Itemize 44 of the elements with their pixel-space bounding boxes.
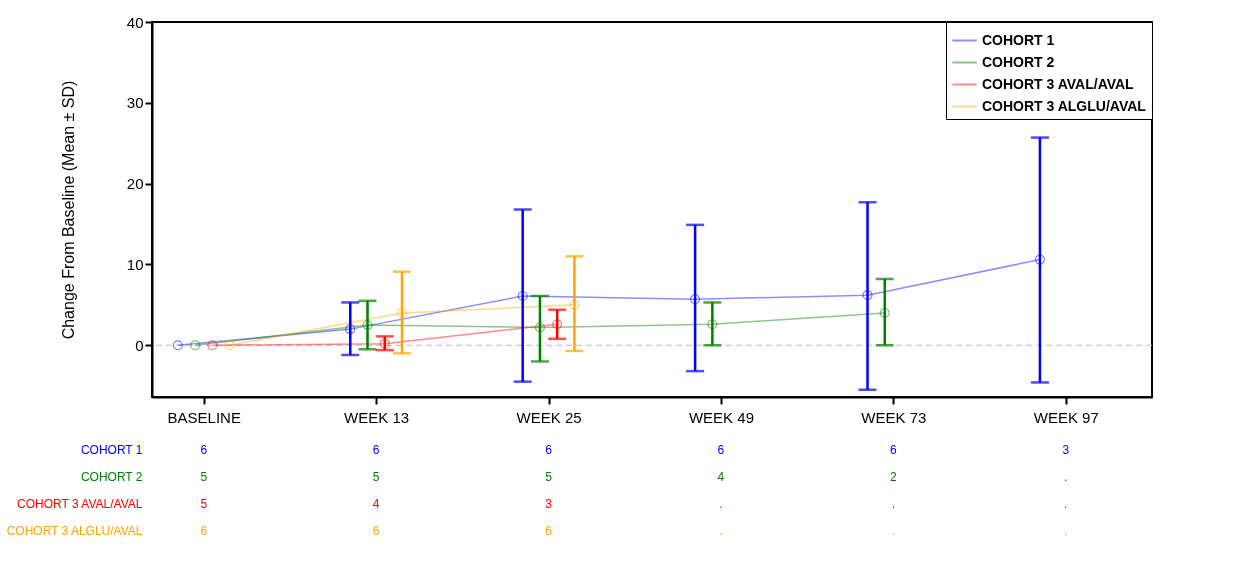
text: 6 (545, 442, 553, 457)
text: 5 (545, 469, 553, 484)
text: . (891, 496, 896, 511)
x-tick-label: WEEK 25 (516, 408, 582, 426)
text: COHORT 1 (80, 443, 143, 457)
text: 6 (717, 442, 725, 457)
text: . (719, 523, 723, 538)
text: 3 (1062, 442, 1070, 457)
text: 5 (372, 469, 380, 484)
text: 4 (372, 496, 380, 511)
text: COHORT 3 AVAL/AVAL (17, 497, 143, 511)
text: . (1064, 469, 1068, 484)
y-tick-label: 10 (126, 255, 144, 273)
text: 3 (545, 496, 553, 511)
text: 6 (200, 523, 208, 538)
text: . (1064, 523, 1068, 538)
y-tick-label: 40 (126, 13, 144, 31)
y-tick-label: 30 (126, 94, 144, 112)
text: 6 (200, 442, 208, 457)
text: 6 (890, 442, 898, 457)
text: 5 (200, 469, 208, 484)
text: 6 (545, 523, 553, 538)
text: 6 (372, 442, 380, 457)
text: 2 (890, 469, 898, 484)
x-tick-label: WEEK 13 (344, 408, 410, 426)
y-tick-label: 20 (126, 175, 144, 193)
legend-label: COHORT 3 ALGLU/AVAL (982, 97, 1147, 114)
text: 5 (200, 496, 208, 511)
y-tick-label: 0 (135, 336, 144, 354)
text: 4 (717, 469, 725, 484)
x-tick-label: WEEK 73 (861, 408, 927, 426)
y-axis-title: Change From Baseline (Mean ± SD) (59, 80, 77, 340)
x-tick-label: BASELINE (167, 408, 241, 426)
x-tick-label: WEEK 49 (688, 408, 754, 426)
legend-label: COHORT 2 (982, 53, 1055, 70)
text: COHORT 3 ALGLU/AVAL (6, 524, 143, 538)
x-tick-label: WEEK 97 (1033, 408, 1099, 426)
legend-label: COHORT 1 (982, 31, 1055, 48)
text: . (1064, 496, 1068, 511)
text: . (719, 496, 723, 511)
text: 6 (372, 523, 380, 538)
text: COHORT 2 (80, 470, 143, 484)
legend-label: COHORT 3 AVAL/AVAL (982, 75, 1135, 92)
text: . (891, 523, 896, 538)
